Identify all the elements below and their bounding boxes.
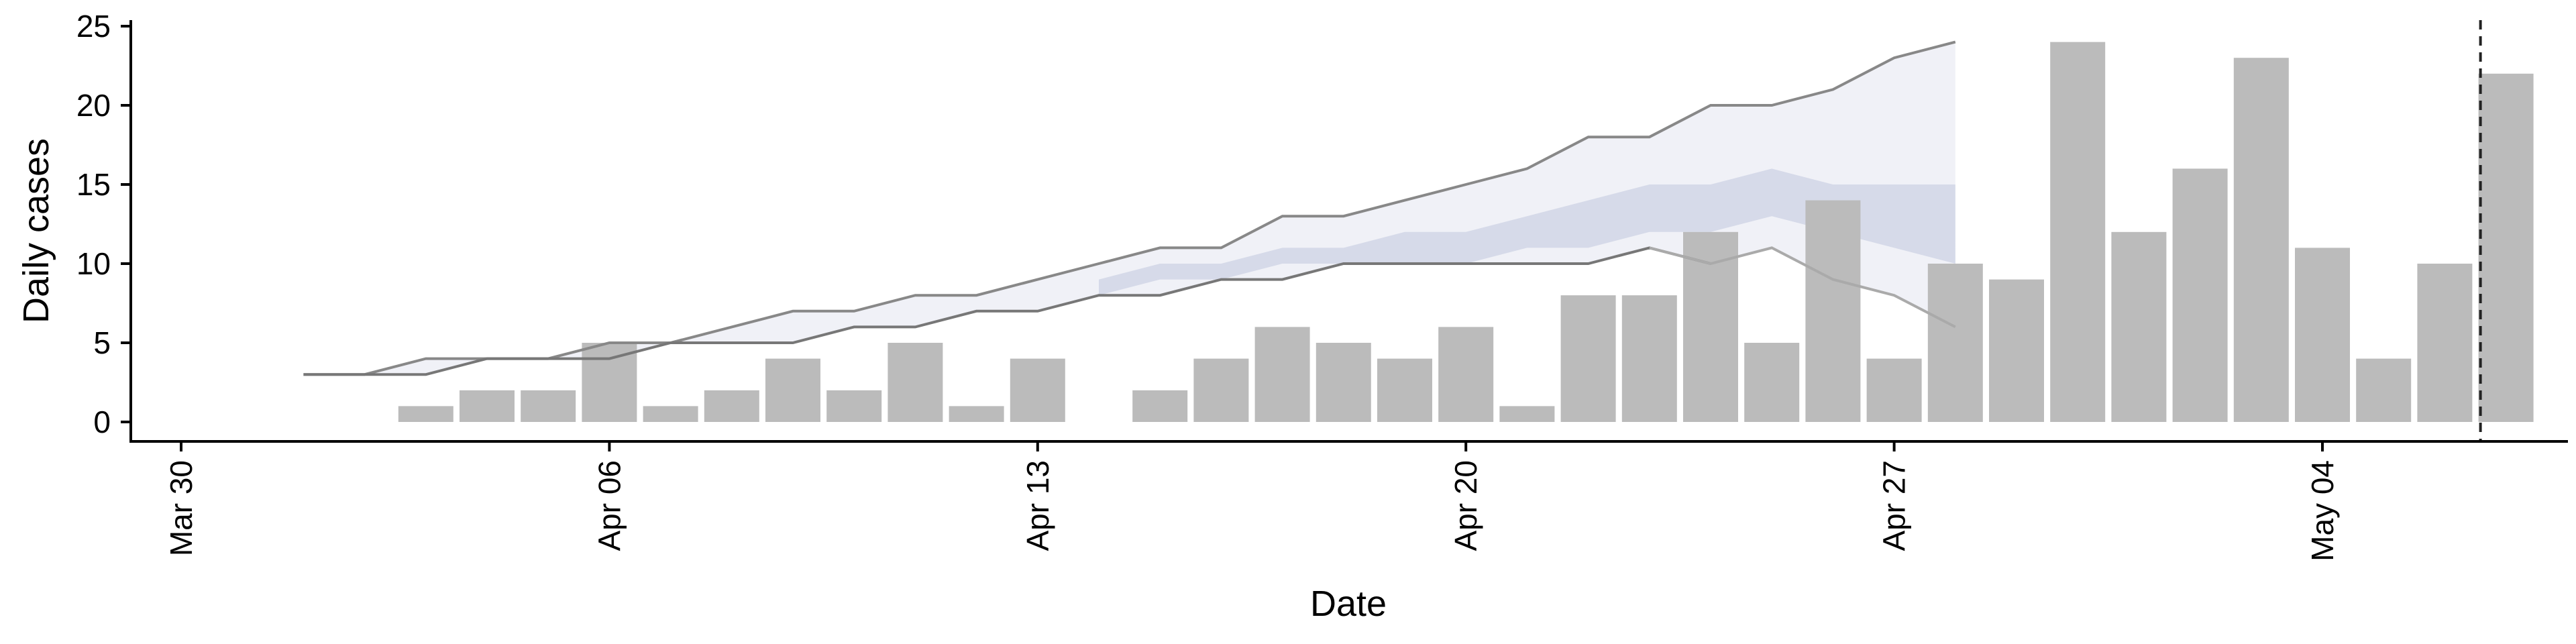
daily-case-bar: [704, 390, 759, 422]
daily-case-bar: [1377, 358, 1432, 422]
daily-case-bar: [398, 406, 453, 422]
daily-case-bar: [949, 406, 1004, 422]
forecast-lines: [303, 40, 1956, 376]
daily-case-bar: [1621, 295, 1677, 422]
y-tick-label: 25: [76, 9, 111, 44]
x-tick-label: May 04: [2305, 460, 2340, 561]
daily-case-bar: [2172, 168, 2228, 422]
daily-case-bar: [521, 390, 576, 422]
forecast-line: [1649, 246, 1956, 329]
daily-case-bar: [2478, 73, 2534, 423]
x-axis-ticks: Mar 30 Apr 06 Apr 13 Apr 20 Apr 27 May 04: [164, 441, 2340, 561]
y-tick-label: 15: [76, 167, 111, 202]
forecast-line: [303, 40, 1956, 376]
daily-case-bar: [1866, 358, 1922, 422]
y-tick-label: 10: [76, 246, 111, 281]
daily-case-bar: [2295, 248, 2350, 422]
x-tick-label: Apr 13: [1020, 460, 1055, 551]
daily-case-bar: [1744, 343, 1800, 422]
daily-case-bar: [1927, 264, 1983, 422]
x-tick-label: Apr 27: [1877, 460, 1912, 551]
daily-case-bar: [643, 406, 698, 422]
daily-case-bar: [2050, 42, 2106, 423]
daily-case-bar: [1805, 200, 1861, 422]
daily-case-bar: [1499, 406, 1555, 422]
x-axis-title: Date: [1310, 584, 1387, 624]
daily-case-bar: [1193, 358, 1249, 422]
daily-case-bar: [1683, 231, 1738, 422]
daily-case-bar: [2233, 58, 2289, 422]
daily-case-bar: [1438, 327, 1494, 422]
y-axis-ticks: 0 5 10 15 20 25: [76, 9, 131, 439]
daily-case-bar: [888, 343, 943, 422]
daily-case-bar: [2356, 358, 2412, 422]
forecast-band: [1099, 168, 1955, 296]
daily-case-bar: [765, 358, 820, 422]
case-bars: [398, 42, 2534, 423]
daily-case-bar: [1254, 327, 1310, 422]
x-tick-label: Mar 30: [164, 460, 199, 556]
daily-case-bar: [1560, 295, 1616, 422]
daily-case-bar: [1989, 279, 2044, 422]
daily-case-bar: [2417, 264, 2473, 422]
daily-case-bar: [2111, 231, 2167, 422]
daily-case-bar: [1132, 390, 1188, 422]
y-tick-label: 20: [76, 88, 111, 123]
x-tick-label: Apr 20: [1448, 460, 1483, 551]
x-tick-label: Apr 06: [592, 460, 627, 551]
daily-case-bar: [1010, 358, 1065, 422]
y-axis-title: Daily cases: [16, 138, 56, 323]
forecast-bands: [303, 42, 1955, 375]
daily-case-bar: [582, 343, 637, 422]
y-tick-label: 5: [93, 325, 111, 360]
daily-case-bar: [1316, 343, 1371, 422]
daily-case-bar: [826, 390, 882, 422]
daily-case-bar: [460, 390, 515, 422]
forecast-line: [303, 246, 1711, 376]
y-tick-label: 0: [93, 405, 111, 439]
